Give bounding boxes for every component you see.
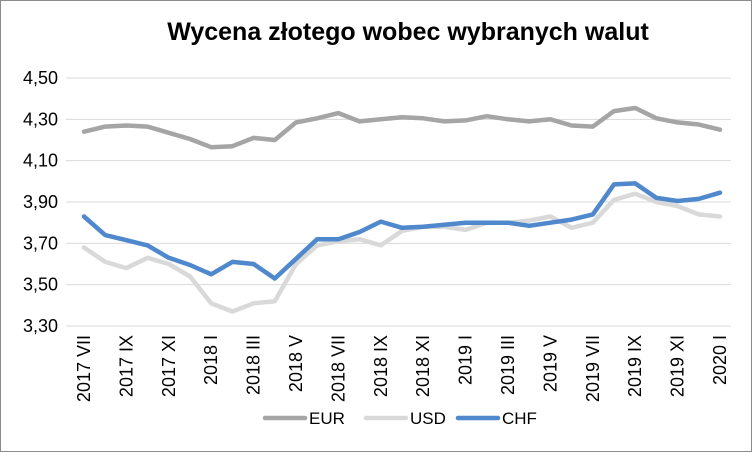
legend: EUR USD CHF <box>262 409 537 428</box>
x-tick-label: 2018 XI <box>413 335 433 397</box>
y-tick-label: 4,30 <box>23 109 58 129</box>
y-tick-label: 3,30 <box>23 316 58 336</box>
x-tick-label: 2018 I <box>201 335 221 385</box>
legend-label-usd: USD <box>410 409 446 428</box>
x-tick-label: 2019 VII <box>583 335 603 402</box>
series-lines <box>81 105 723 314</box>
chart-title: Wycena złotego wobec wybranych walut <box>167 18 649 46</box>
series-line-chf <box>81 181 723 281</box>
y-tick-label: 3,70 <box>23 233 58 253</box>
x-tick-label: 2019 III <box>498 335 518 395</box>
x-tick-label: 2018 V <box>286 335 306 392</box>
y-tick-label: 4,50 <box>23 68 58 88</box>
x-tick-label: 2019 IX <box>625 335 645 397</box>
x-axis-tick-labels: 2017 VII 2017 IX 2017 XI 2018 I 2018 III 2018… <box>74 335 730 402</box>
x-tick-label: 2018 III <box>244 335 264 395</box>
y-tick-label: 3,90 <box>23 192 58 212</box>
x-tick-label: 2019 I <box>456 335 476 385</box>
x-tick-label: 2017 VII <box>74 335 94 402</box>
x-tick-label: 2019 XI <box>668 335 688 397</box>
y-axis-tick-labels: 3,30 3,50 3,70 3,90 4,10 4,30 4,50 <box>23 68 58 336</box>
legend-label-eur: EUR <box>309 409 345 428</box>
gridlines <box>66 77 731 327</box>
legend-label-chf: CHF <box>502 409 537 428</box>
series-line-usd <box>81 191 723 314</box>
series-line-eur <box>81 105 723 150</box>
x-tick-label: 2018 IX <box>371 335 391 397</box>
x-tick-label: 2020 I <box>710 335 730 385</box>
x-tick-label: 2017 XI <box>159 335 179 397</box>
y-tick-label: 3,50 <box>23 275 58 295</box>
x-tick-label: 2018 VII <box>328 335 348 402</box>
x-tick-label: 2019 V <box>540 335 560 392</box>
y-tick-label: 4,10 <box>23 151 58 171</box>
x-tick-label: 2017 IX <box>116 335 136 397</box>
